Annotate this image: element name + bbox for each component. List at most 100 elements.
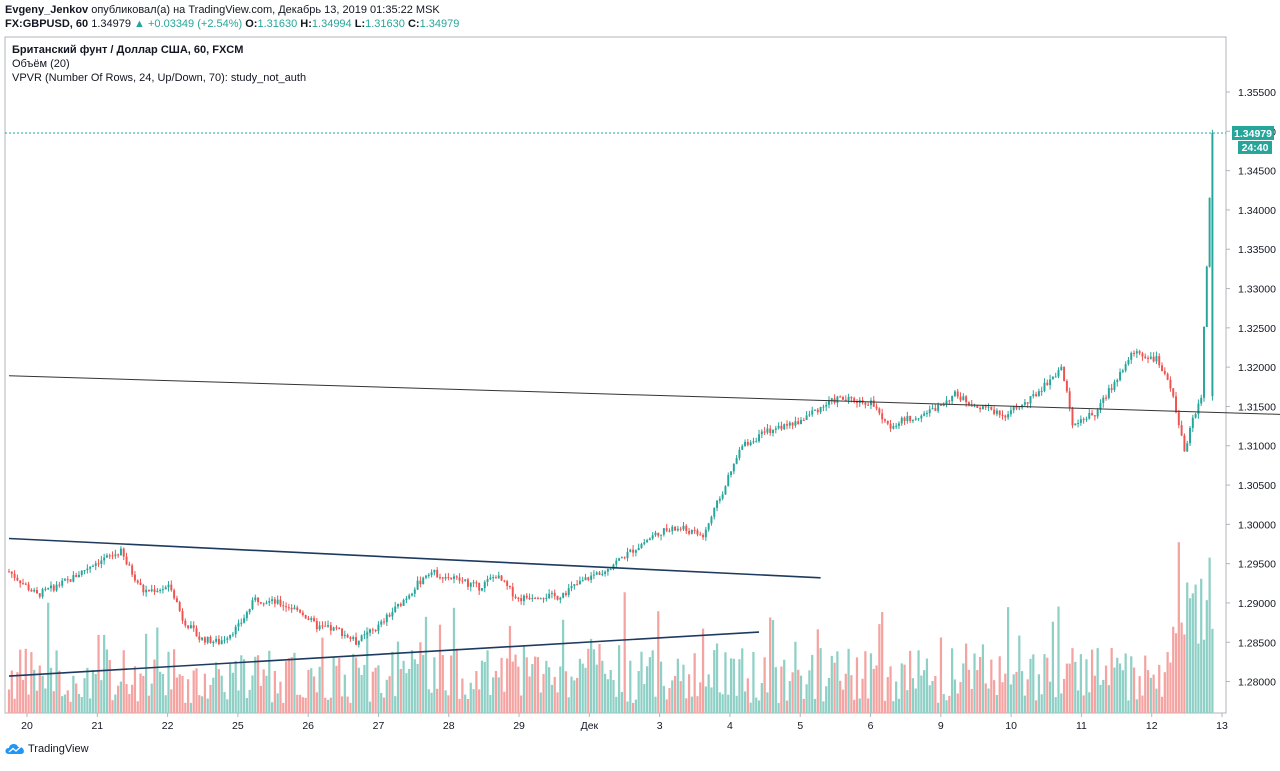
candle-body — [1040, 391, 1043, 393]
candle-body — [581, 580, 584, 582]
volume-bar — [545, 660, 548, 713]
volume-bar — [875, 665, 878, 713]
candle-body — [215, 638, 218, 642]
candle-body — [1169, 379, 1172, 389]
volume-bar — [617, 645, 621, 713]
candle-body — [1051, 376, 1054, 380]
y-tick-label: 1.30000 — [1238, 519, 1276, 531]
candle-body — [1161, 365, 1164, 372]
volume-bar — [897, 698, 901, 713]
candle-body — [363, 634, 366, 636]
candle-body — [131, 565, 134, 575]
volume-bar — [1009, 684, 1013, 713]
legend-volume[interactable]: Объём (20) — [12, 58, 70, 70]
candle-body — [867, 404, 870, 406]
volume-bar — [573, 680, 576, 713]
candle-body — [618, 558, 621, 561]
volume-bar — [77, 693, 81, 713]
volume-bar — [7, 689, 11, 713]
candle-body — [1186, 443, 1189, 452]
volume-bar — [268, 650, 271, 713]
candle-body — [1200, 397, 1203, 404]
candle-body — [797, 421, 800, 425]
volume-bar — [937, 702, 940, 713]
volume-bar — [550, 684, 554, 713]
volume-bar — [1107, 685, 1110, 713]
volume-bar — [296, 694, 299, 713]
candle-body — [550, 592, 553, 594]
candle-body — [173, 590, 176, 599]
volume-bar — [237, 690, 240, 713]
legend-title[interactable]: Британский фунт / Доллар США, 60, FXCM — [12, 44, 244, 56]
candle-body — [881, 413, 884, 420]
candle-body — [217, 638, 220, 645]
volume-bar — [186, 679, 190, 713]
volume-bar — [990, 659, 993, 713]
candle-body — [959, 396, 962, 401]
volume-bar — [693, 653, 696, 713]
candle-body — [567, 588, 570, 595]
candle-body — [688, 531, 691, 534]
volume-bar — [175, 677, 179, 713]
volume-bar — [928, 685, 931, 713]
candle-body — [494, 577, 497, 579]
volume-bar — [438, 624, 442, 713]
candle-body — [251, 600, 254, 610]
volume-bar — [872, 668, 875, 713]
volume-bar — [603, 673, 607, 713]
volume-bar — [682, 664, 685, 713]
volume-bar — [701, 628, 705, 713]
candle-body — [117, 554, 120, 556]
volume-bar — [760, 683, 763, 713]
time-axis[interactable]: 20 21 22 25 26 27 28 29 Дек 3 4 5 6 9 10 11 12 13 — [21, 713, 1228, 732]
trendlines[interactable] — [8, 375, 1280, 677]
candle-body — [203, 637, 206, 643]
trendline-resistance[interactable] — [8, 375, 1280, 416]
footer-brand[interactable]: TradingView — [5, 743, 89, 755]
author-name[interactable]: Evgeny_Jenkov — [5, 4, 89, 16]
volume-bar — [287, 658, 290, 713]
legend-vpvr[interactable]: VPVR (Number Of Rows, 24, Up/Down, 70): … — [12, 72, 307, 84]
volume-bar — [606, 679, 610, 713]
candle-body — [749, 442, 752, 446]
volume-bar — [640, 651, 643, 713]
volume-bar — [738, 659, 741, 713]
y-tick-label: 1.31500 — [1238, 401, 1276, 413]
candle-body — [853, 398, 856, 403]
volume-bar — [534, 656, 537, 713]
candle-body — [702, 534, 705, 538]
volume-bar — [531, 664, 534, 713]
volume-bar — [659, 661, 663, 713]
volume-bar — [497, 677, 500, 713]
candle-body — [892, 426, 895, 429]
candle-body — [167, 584, 170, 588]
trendline-lower[interactable] — [8, 631, 760, 677]
candle-body — [707, 523, 710, 530]
volume-bar — [998, 656, 1001, 713]
volume-bar — [47, 602, 50, 713]
candle-body — [979, 407, 982, 410]
candle-body — [674, 526, 677, 531]
candle-body — [248, 609, 251, 613]
candle-body — [668, 530, 671, 532]
volume-bar — [867, 698, 870, 713]
volume-bar — [312, 676, 316, 713]
price-axis[interactable]: 1.355001.350001.345001.340001.335001.330… — [1226, 87, 1276, 689]
candle-body — [626, 552, 629, 559]
volume-bar — [198, 695, 201, 713]
candle-body — [648, 538, 651, 541]
volume-bar — [841, 689, 845, 713]
volume-bar — [422, 654, 425, 713]
trendline-upper[interactable] — [8, 537, 821, 579]
candle-body — [346, 634, 349, 638]
volume-bar — [427, 689, 430, 713]
x-tick-label: 21 — [91, 720, 103, 732]
volume-bar — [506, 658, 509, 713]
candle-body — [86, 568, 89, 571]
volume-bar — [1020, 671, 1024, 713]
volume-bar — [318, 666, 321, 713]
x-tick-label: 6 — [868, 720, 874, 732]
candle-body — [469, 583, 472, 587]
